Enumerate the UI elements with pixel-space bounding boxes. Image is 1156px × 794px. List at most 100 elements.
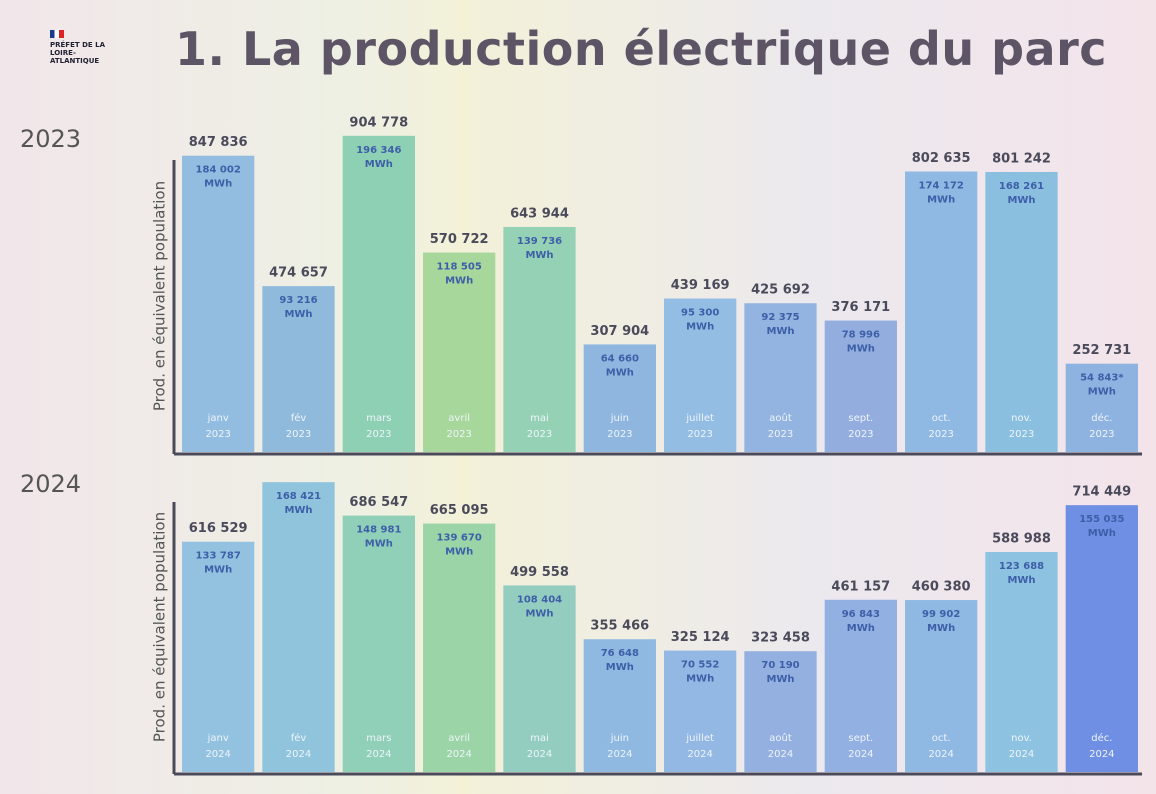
y-axis-label: Prod. en équivalent population [151,512,169,742]
x-tick-year: 2024 [1009,749,1034,760]
unit-label: MWh [927,195,955,206]
unit-label: MWh [686,322,714,333]
slide: PRÉFET DE LA LOIRE-ATLANTIQUE 1. La prod… [0,0,1156,794]
x-tick-label: juin [610,413,629,424]
inner-label: 155 035 [1079,514,1124,525]
x-tick-label: mars [366,733,391,744]
x-tick-label: nov. [1011,733,1032,744]
value-label: 460 380 [912,580,971,595]
inner-label: 118 505 [437,262,482,273]
value-label: 802 635 [912,151,971,166]
unit-label: MWh [606,662,634,673]
bar [905,172,977,452]
unit-label: MWh [847,623,875,634]
value-label: 643 944 [510,206,569,221]
bar [1066,505,1138,772]
bar [985,172,1057,452]
x-tick-label: janv [207,413,229,424]
x-tick-year: 2023 [1089,429,1114,440]
x-tick-label: juillet [685,733,714,744]
x-tick-label: sept. [848,413,873,424]
x-tick-label: déc. [1091,732,1112,744]
x-tick-label: juillet [685,413,714,424]
x-tick-year: 2023 [527,429,552,440]
x-tick-year: 2024 [286,749,311,760]
x-tick-year: 2024 [687,749,712,760]
y-axis-label: Prod. en équivalent population [151,181,169,411]
unit-label: MWh [1088,387,1116,398]
chart-title: 2023 [20,125,81,153]
x-tick-label: déc. [1091,412,1112,424]
inner-label: 70 190 [761,660,799,671]
x-tick-year: 2023 [286,429,311,440]
x-tick-label: mai [530,733,549,744]
x-tick-label: fév [291,732,307,744]
x-tick-year: 2024 [366,749,391,760]
x-tick-year: 2023 [205,429,230,440]
inner-label: 168 421 [276,491,321,502]
x-tick-label: fév [291,412,307,424]
inner-label: 184 002 [196,165,241,176]
unit-label: MWh [1007,195,1035,206]
x-tick-label: nov. [1011,413,1032,424]
x-tick-year: 2023 [1009,429,1034,440]
unit-label: MWh [525,250,553,261]
bar [182,156,254,452]
value-label: 252 731 [1072,343,1131,358]
x-tick-year: 2024 [607,749,632,760]
value-label: 847 836 [189,135,248,150]
unit-label: MWh [204,179,232,190]
x-tick-year: 2023 [607,429,632,440]
unit-label: MWh [445,276,473,287]
unit-label: MWh [204,565,232,576]
value-label: 616 529 [189,521,248,536]
x-tick-label: sept. [848,733,873,744]
x-tick-year: 2024 [205,749,230,760]
x-tick-year: 2023 [848,429,873,440]
inner-label: 99 902 [922,609,960,620]
x-tick-label: juin [610,733,629,744]
unit-label: MWh [927,623,955,634]
inner-label: 70 552 [681,660,719,671]
value-label: 801 242 [992,151,1051,166]
x-tick-year: 2023 [768,429,793,440]
value-label: 474 657 [269,266,328,281]
bar [343,136,415,452]
inner-label: 96 843 [842,609,880,620]
inner-label: 78 996 [842,330,880,341]
value-label: 355 466 [590,619,649,634]
value-label: 570 722 [430,232,489,247]
x-tick-label: janv [207,733,229,744]
value-label: 904 778 [349,115,408,130]
unit-label: MWh [766,326,794,337]
inner-label: 76 648 [601,648,639,659]
unit-label: MWh [445,547,473,558]
unit-label: MWh [284,309,312,320]
unit-label: MWh [606,367,634,378]
x-tick-label: oct. [932,733,951,744]
x-tick-year: 2024 [848,749,873,760]
unit-label: MWh [284,505,312,516]
inner-label: 92 375 [761,312,799,323]
value-label: 686 547 [349,495,408,510]
inner-label: 148 981 [356,525,401,536]
value-label: 461 157 [831,579,890,594]
x-tick-label: août [769,412,792,424]
x-tick-year: 2024 [1089,749,1114,760]
charts: 2023 Prod. en équivalent population 847 83… [0,0,1156,794]
value-label: 588 988 [992,532,1051,547]
x-tick-year: 2024 [928,749,953,760]
x-tick-label: oct. [932,413,951,424]
inner-label: 95 300 [681,308,719,319]
x-tick-year: 2024 [527,749,552,760]
value-label: 376 171 [831,300,890,315]
inner-label: 174 172 [919,181,964,192]
x-tick-label: avril [448,413,470,424]
bar [262,482,334,772]
value-label: 439 169 [671,278,730,293]
inner-label: 64 660 [601,353,639,364]
inner-label: 54 843* [1080,373,1124,384]
inner-label: 139 736 [517,236,562,247]
value-label: 307 904 [590,324,649,339]
x-tick-label: avril [448,733,470,744]
